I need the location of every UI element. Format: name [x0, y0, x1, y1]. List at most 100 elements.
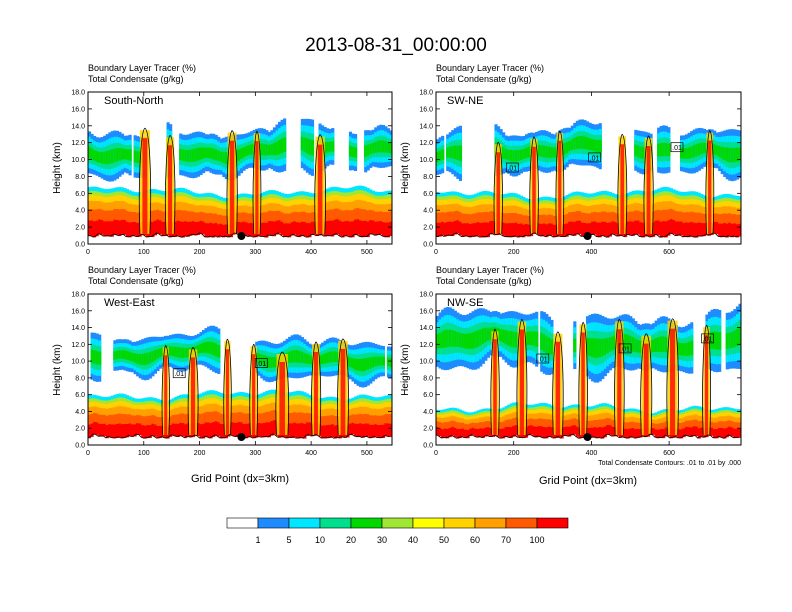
tracer-cell [545, 223, 549, 238]
tracer-cell [260, 212, 264, 223]
tracer-cell [603, 203, 607, 212]
tracer-cell [288, 193, 292, 198]
tracer-cell [484, 211, 488, 223]
tracer-cell [141, 424, 145, 438]
tracer-cell [570, 139, 574, 150]
tracer-cell [601, 418, 605, 428]
tracer-cell [509, 205, 513, 214]
tracer-cell [631, 410, 635, 414]
tracer-cell [591, 406, 595, 410]
tracer-cell [212, 200, 216, 207]
tracer-cell [199, 400, 203, 407]
y-tick-label: 8.0 [423, 375, 433, 382]
tracer-cell [636, 190, 640, 195]
tracer-cell [448, 146, 452, 158]
tracer-cell [509, 196, 513, 201]
tracer-cell [108, 188, 112, 194]
tracer-cell [262, 222, 266, 237]
tracer-cell [611, 410, 615, 415]
tracer-cell [652, 419, 656, 424]
tracer-cell [573, 137, 577, 150]
tracer-cell [484, 198, 488, 205]
tracer-cell [509, 150, 513, 162]
tracer-cell [141, 409, 145, 417]
tracer-cell [298, 191, 302, 196]
tracer-cell [214, 149, 218, 161]
tracer-cell [438, 212, 442, 223]
tracer-cell [728, 407, 732, 411]
tracer-cell [730, 420, 734, 428]
tracer-cell [242, 196, 246, 201]
tracer-cell [682, 204, 686, 213]
tracer-cell [598, 198, 602, 205]
tracer-cell [476, 414, 480, 419]
tracer-cell [303, 405, 307, 414]
tracer-cell [702, 213, 707, 224]
tracer-cell [720, 415, 724, 422]
tracer-cell [550, 208, 554, 215]
tracer-cell [202, 199, 206, 206]
tracer-cell [151, 403, 155, 409]
tracer-cell [659, 414, 663, 419]
tracer-cell [552, 197, 557, 202]
tracer-cell [234, 396, 239, 401]
tracer-cell [486, 327, 490, 341]
tracer-cell [662, 409, 666, 413]
tracer-cell [540, 405, 544, 409]
tracer-cell [631, 427, 635, 438]
tracer-cell [288, 399, 292, 406]
tracer-cell [240, 395, 244, 400]
tracer-cell [453, 191, 457, 196]
tracer-cell [346, 188, 350, 193]
tracer-cell [662, 142, 666, 157]
tracer-cell [202, 396, 206, 401]
tracer-cell [451, 412, 455, 416]
convective-core [314, 351, 318, 435]
tracer-cell [446, 195, 450, 200]
tracer-cell [95, 190, 99, 196]
tracer-cell [667, 200, 671, 210]
tracer-cell [270, 197, 274, 204]
tracer-cell [626, 199, 630, 205]
tracer-cell [593, 211, 597, 222]
tracer-cell [486, 211, 490, 223]
tracer-shading [436, 303, 741, 439]
tracer-cell [115, 191, 119, 196]
tracer-cell [359, 401, 363, 407]
tracer-cell [110, 201, 114, 211]
tracer-cell [568, 410, 572, 415]
tracer-cell [257, 412, 261, 423]
tracer-cell [278, 195, 282, 199]
tracer-cell [308, 412, 312, 423]
tracer-cell [386, 142, 391, 153]
tracer-cell [687, 409, 691, 413]
tracer-cell [565, 213, 569, 224]
tracer-cell [351, 146, 355, 158]
tracer-cell [386, 190, 391, 195]
tracer-cell [133, 404, 137, 410]
tracer-cell [120, 148, 125, 160]
contour-label: .01 [256, 361, 266, 368]
tracer-cell [98, 407, 102, 415]
tracer-cell [169, 399, 173, 403]
tracer-cell [128, 351, 132, 361]
tracer-cell [298, 398, 302, 405]
tracer-cell [321, 397, 325, 402]
tracer-cell [333, 219, 337, 235]
tracer-cell [207, 205, 211, 214]
tracer-cell [512, 212, 516, 224]
tracer-cell [123, 423, 127, 438]
tracer-cell [499, 408, 503, 412]
tracer-cell [293, 199, 297, 205]
tracer-cell [568, 196, 572, 201]
tracer-cell [245, 392, 249, 397]
tracer-cell [710, 409, 714, 413]
tracer-cell [682, 199, 686, 205]
tracer-cell [723, 200, 727, 207]
tracer-cell [636, 409, 640, 413]
tracer-cell [583, 222, 587, 237]
tracer-cell [603, 426, 607, 438]
tracer-cell [100, 151, 104, 164]
colorbar-boxes [226, 517, 569, 529]
tracer-cell [735, 328, 740, 347]
